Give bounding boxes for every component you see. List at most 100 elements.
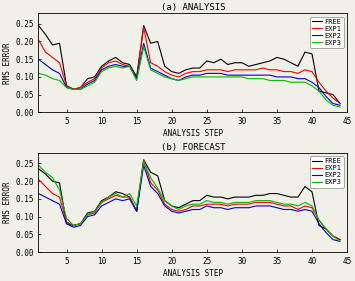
EXP2: [106, 201, 111, 204]
FREE: [317, 89, 321, 93]
EXP2: [170, 77, 174, 80]
EXP1: [303, 68, 307, 71]
EXP3: [212, 201, 216, 204]
EXP3: [303, 81, 307, 84]
EXP2: [204, 204, 209, 208]
EXP1: [331, 234, 335, 238]
EXP2: [303, 77, 307, 80]
EXP3: [191, 203, 195, 206]
EXP3: [226, 203, 230, 206]
FREE: [191, 66, 195, 70]
EXP2: [58, 72, 62, 75]
EXP1: [58, 195, 62, 199]
EXP2: [114, 197, 118, 201]
FREE: [226, 63, 230, 66]
EXP3: [148, 176, 153, 179]
EXP1: [219, 203, 223, 206]
EXP3: [303, 201, 307, 204]
EXP2: [78, 88, 83, 91]
EXP1: [261, 201, 265, 204]
EXP1: [135, 210, 139, 213]
EXP1: [198, 204, 202, 208]
EXP3: [176, 208, 181, 211]
FREE: [296, 65, 300, 68]
EXP3: [198, 203, 202, 206]
EXP3: [296, 81, 300, 84]
EXP2: [135, 210, 139, 213]
EXP2: [78, 224, 83, 227]
EXP3: [282, 203, 286, 206]
EXP3: [176, 79, 181, 82]
EXP2: [148, 185, 153, 188]
FREE: [86, 77, 90, 80]
EXP3: [36, 164, 40, 167]
EXP1: [331, 96, 335, 100]
FREE: [198, 199, 202, 202]
EXP3: [71, 88, 76, 91]
EXP2: [240, 73, 244, 77]
EXP3: [219, 75, 223, 79]
EXP2: [275, 206, 279, 209]
EXP1: [50, 192, 55, 195]
EXP2: [155, 70, 160, 73]
FREE: [135, 210, 139, 213]
EXP3: [135, 204, 139, 208]
FREE: [324, 227, 328, 231]
FREE: [170, 70, 174, 73]
EXP2: [204, 72, 209, 75]
EXP3: [275, 79, 279, 82]
EXP2: [135, 77, 139, 80]
EXP1: [114, 194, 118, 197]
EXP2: [240, 206, 244, 209]
EXP3: [148, 68, 153, 71]
EXP1: [275, 68, 279, 71]
EXP3: [114, 65, 118, 68]
Y-axis label: RMS ERROR: RMS ERROR: [3, 42, 12, 83]
EXP2: [120, 199, 125, 202]
FREE: [92, 75, 97, 79]
FREE: [58, 181, 62, 185]
EXP2: [310, 210, 314, 213]
Legend: FREE, EXP1, EXP2, EXP3: FREE, EXP1, EXP2, EXP3: [310, 17, 344, 48]
EXP1: [148, 61, 153, 64]
EXP2: [254, 204, 258, 208]
Line: EXP3: EXP3: [38, 47, 340, 107]
EXP1: [36, 38, 40, 41]
EXP3: [64, 217, 69, 220]
EXP2: [233, 73, 237, 77]
EXP3: [64, 86, 69, 89]
EXP1: [324, 227, 328, 231]
EXP2: [176, 211, 181, 215]
EXP2: [92, 213, 97, 216]
FREE: [212, 195, 216, 199]
Y-axis label: RMS ERROR: RMS ERROR: [3, 182, 12, 223]
EXP2: [120, 65, 125, 68]
EXP3: [155, 72, 160, 75]
FREE: [78, 222, 83, 225]
EXP2: [212, 72, 216, 75]
EXP1: [268, 68, 272, 71]
EXP2: [296, 210, 300, 213]
EXP2: [254, 73, 258, 77]
EXP3: [120, 66, 125, 70]
EXP3: [142, 160, 146, 163]
FREE: [233, 61, 237, 64]
EXP1: [114, 59, 118, 63]
EXP3: [58, 79, 62, 82]
FREE: [198, 66, 202, 70]
FREE: [120, 61, 125, 64]
EXP3: [338, 240, 342, 243]
FREE: [106, 59, 111, 63]
EXP2: [191, 208, 195, 211]
EXP1: [240, 203, 244, 206]
FREE: [142, 24, 146, 27]
EXP3: [78, 88, 83, 91]
EXP3: [127, 65, 132, 68]
EXP2: [170, 210, 174, 213]
EXP2: [184, 75, 188, 79]
FREE: [240, 195, 244, 199]
EXP2: [338, 240, 342, 243]
FREE: [233, 195, 237, 199]
EXP1: [310, 70, 314, 73]
EXP2: [324, 231, 328, 234]
